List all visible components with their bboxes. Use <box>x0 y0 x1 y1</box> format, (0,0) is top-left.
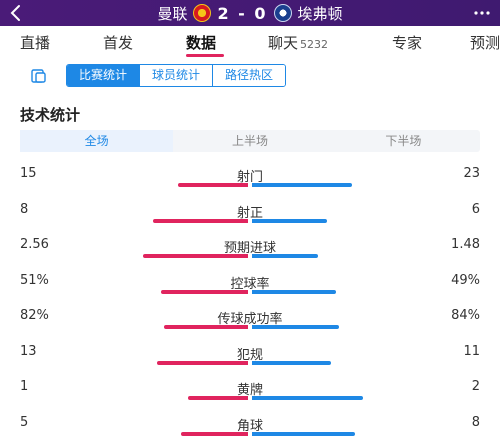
away-stat-bar <box>252 254 318 258</box>
away-stat-bar <box>252 431 355 436</box>
home-stat-bar <box>188 396 248 400</box>
period-second-half[interactable]: 下半场 <box>385 134 422 148</box>
home-stat-bar <box>153 218 248 223</box>
stats-segment-row: 比赛统计 球员统计 路径热区 <box>0 62 500 90</box>
stat-row: 51% 控球率 49% <box>0 273 500 307</box>
away-stat-value: 6 <box>471 201 480 217</box>
segment-heatmap[interactable]: 路径热区 <box>213 65 286 86</box>
period-selector: 全场 上半场 下半场 <box>20 130 480 152</box>
away-stat-value: 49% <box>451 272 480 288</box>
more-icon[interactable] <box>472 3 492 23</box>
scoreline: 曼联 2 - 0 埃弗顿 <box>0 0 500 26</box>
home-stat-value: 8 <box>20 201 29 217</box>
tab-experts[interactable]: 专家 <box>392 34 423 52</box>
home-stat-value: 51% <box>20 272 49 288</box>
stat-row: 15 射门 23 <box>0 166 500 200</box>
away-stat-bar <box>252 360 331 365</box>
away-stat-value: 11 <box>463 343 480 359</box>
stat-name: 控球率 <box>230 276 270 292</box>
home-stat-value: 13 <box>20 343 37 359</box>
home-stat-value: 82% <box>20 308 49 323</box>
away-stat-bar <box>252 289 336 294</box>
home-stat-bar <box>178 183 248 187</box>
stat-name: 射正 <box>236 205 263 221</box>
home-team-crest-icon <box>193 4 212 22</box>
stats-toggle-icon[interactable] <box>30 67 48 85</box>
match-header: 曼联 2 - 0 埃弗顿 <box>0 0 500 26</box>
match-tabs: 直播 首发 数据 聊天 5232 专家 预测 <box>0 26 500 58</box>
stat-row: 8 射正 6 <box>0 202 500 236</box>
away-stat-bar <box>252 396 363 400</box>
stat-name: 角球 <box>236 418 263 434</box>
stat-row: 2.56 预期进球 1.48 <box>0 237 500 271</box>
stat-name: 黄牌 <box>236 383 263 398</box>
away-stat-value: 8 <box>471 414 480 430</box>
tab-lineup[interactable]: 首发 <box>103 34 134 52</box>
stat-name: 预期进球 <box>223 241 276 256</box>
away-stat-bar <box>252 325 339 329</box>
away-stat-value: 23 <box>463 166 480 181</box>
away-team-crest-icon <box>273 4 292 22</box>
stats-segment-control: 比赛统计 球员统计 路径热区 <box>66 64 287 87</box>
home-stat-value: 15 <box>20 166 37 181</box>
stat-row: 5 角球 8 <box>0 415 500 440</box>
period-full-match[interactable]: 全场 <box>20 130 174 152</box>
home-stat-value: 2.56 <box>20 237 49 252</box>
stat-row: 1 黄牌 2 <box>0 379 500 413</box>
home-stat-bar <box>157 360 248 365</box>
tab-chat-count: 5232 <box>300 38 329 51</box>
tab-stats[interactable]: 数据 <box>186 34 217 52</box>
tab-chat-label: 聊天 <box>268 34 299 52</box>
active-tab-indicator <box>186 54 224 57</box>
stat-name: 传球成功率 <box>217 312 283 327</box>
back-chevron-icon[interactable] <box>6 3 26 23</box>
segment-player-stats[interactable]: 球员统计 <box>140 65 214 86</box>
segment-match-stats[interactable]: 比赛统计 <box>67 65 141 86</box>
home-stat-value: 5 <box>20 414 29 430</box>
stat-name: 犯规 <box>236 347 263 363</box>
period-first-half[interactable]: 上半场 <box>231 134 268 148</box>
section-title: 技术统计 <box>20 106 81 124</box>
away-team-name: 埃弗顿 <box>297 4 343 23</box>
home-stat-bar <box>164 325 248 329</box>
stat-row: 13 犯规 11 <box>0 344 500 378</box>
tab-prediction[interactable]: 预测 <box>470 34 500 52</box>
away-stat-value: 2 <box>471 379 480 394</box>
tab-live[interactable]: 直播 <box>20 34 51 52</box>
away-stat-bar <box>252 218 327 223</box>
stat-row: 82% 传球成功率 84% <box>0 308 500 342</box>
home-team-name: 曼联 <box>157 4 188 23</box>
home-stat-bar <box>143 254 248 258</box>
home-stat-bar <box>181 431 248 436</box>
away-stat-value: 84% <box>451 308 480 323</box>
away-stat-bar <box>252 183 352 187</box>
stat-name: 射门 <box>236 170 263 185</box>
home-stat-value: 1 <box>20 379 29 394</box>
home-stat-bar <box>161 289 248 294</box>
away-stat-value: 1.48 <box>451 237 480 252</box>
match-score: 2 - 0 <box>217 3 268 23</box>
tab-chat[interactable]: 聊天 5232 <box>268 32 328 53</box>
